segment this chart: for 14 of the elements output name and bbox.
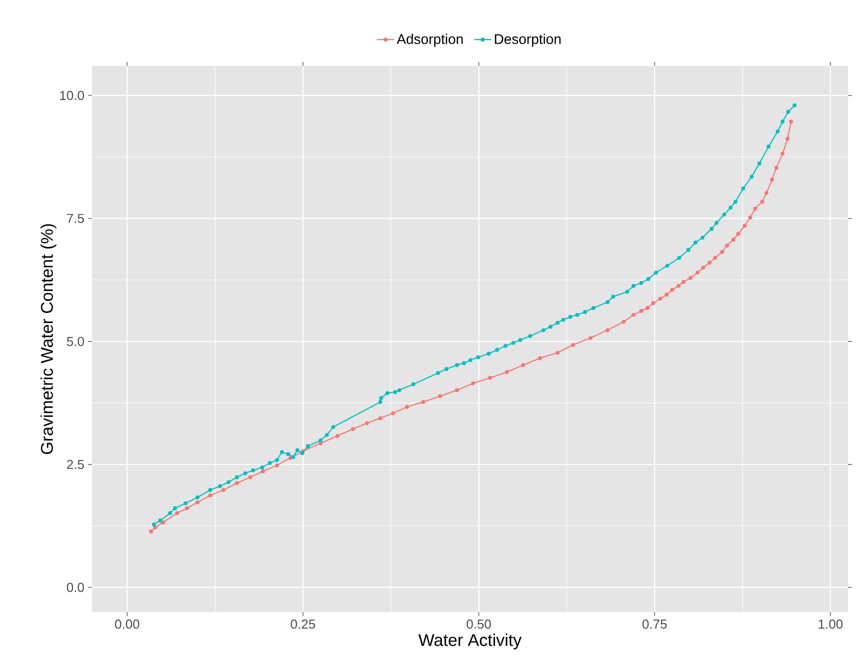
y-tick-label: 2.5 (67, 460, 84, 470)
y-axis-title: Gravimetric Water Content (%) (40, 224, 56, 454)
x-tick-label: 0.50 (466, 620, 491, 629)
legend-label: Desorption (494, 34, 561, 47)
y-tick-label: 10.0 (60, 90, 84, 100)
legend-label: Adsorption (396, 34, 463, 47)
x-tick-label: 0.75 (642, 620, 667, 629)
x-tick-label: 0.00 (115, 620, 140, 629)
y-tick-label: 0.0 (66, 582, 84, 592)
x-axis-title: Water Activity (418, 634, 522, 650)
x-tick-label: 0.25 (290, 620, 316, 629)
y-tick-label: 5.0 (66, 336, 84, 346)
y-tick-label: 7.5 (67, 214, 84, 224)
x-tick-label: 1.00 (818, 620, 843, 629)
